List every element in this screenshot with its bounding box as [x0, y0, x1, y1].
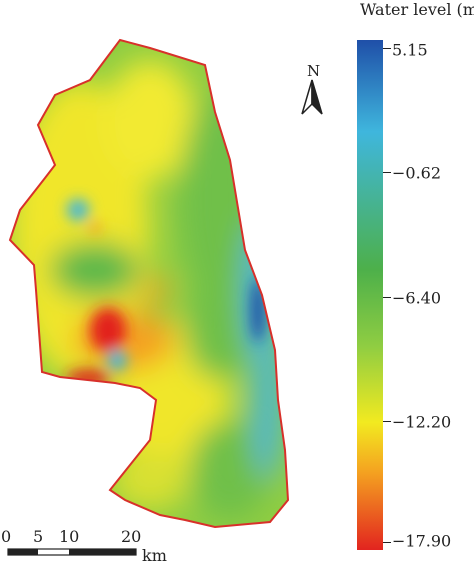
north-label: N — [307, 62, 321, 80]
color-bar — [357, 40, 383, 550]
colorbar-tick — [383, 421, 391, 422]
colorbar-tick-label-max: 5.15 — [392, 40, 428, 60]
colorbar-tick-label: −12.20 — [392, 412, 452, 432]
scale-unit-label: km — [142, 546, 167, 565]
colorbar-tick — [383, 172, 391, 173]
scale-label-0: 0 — [1, 527, 12, 546]
colorbar-tick-label-min: −17.90 — [392, 531, 452, 551]
scale-label-20: 20 — [121, 527, 142, 546]
colorbar-tick-label: −0.62 — [392, 163, 442, 183]
scale-label-10: 10 — [59, 527, 80, 546]
colorbar-tick-label: −6.40 — [392, 288, 442, 308]
colorbar-tick — [383, 48, 391, 49]
legend-title: Water level (m) — [360, 0, 474, 19]
scale-bar — [7, 548, 137, 556]
colorbar-tick — [383, 297, 391, 298]
study-area-boundary — [8, 38, 290, 529]
scale-label-5: 5 — [33, 527, 44, 546]
colorbar-tick — [383, 542, 391, 543]
north-arrow-icon — [301, 79, 323, 115]
